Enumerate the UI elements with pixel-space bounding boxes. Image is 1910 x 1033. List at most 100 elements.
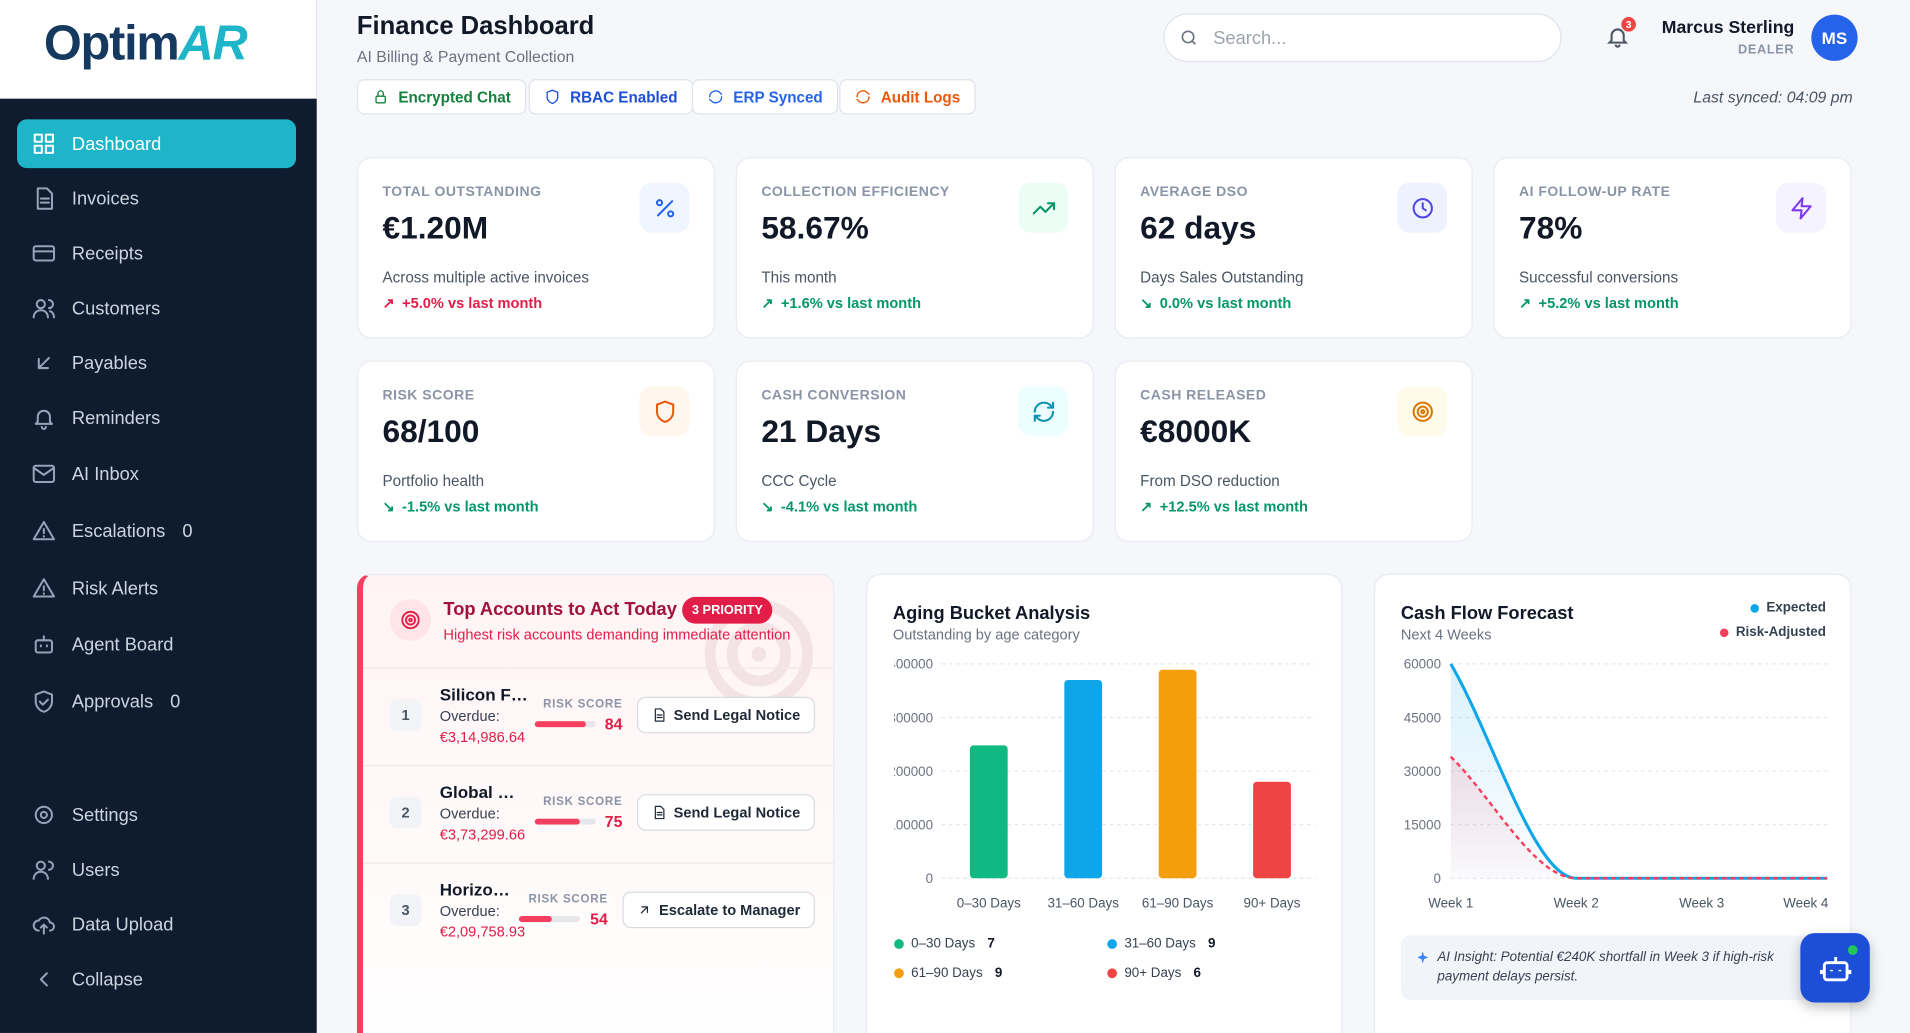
nav-item[interactable]: Customers: [17, 284, 296, 333]
risk-track: [534, 817, 596, 825]
ai-insight: AI Insight: Potential €240K shortfall in…: [1400, 935, 1837, 1001]
avatar[interactable]: MS: [1811, 14, 1858, 61]
x-tick-label: 0–30 Days: [957, 895, 1021, 910]
legend-count: 9: [1208, 936, 1216, 952]
nav-item[interactable]: Risk Alerts: [17, 564, 296, 613]
search-icon: [1181, 30, 1196, 45]
row-separator: [362, 862, 834, 864]
logo-accent: AR: [178, 17, 248, 71]
kpi-card: CASH CONVERSION 21 Days CCC Cycle ↘ -4.1% vs…: [735, 360, 1094, 543]
risk-score-value: 75: [604, 811, 623, 831]
x-tick-label: 31–60 Days: [1048, 895, 1120, 910]
kpi-change: ↘ 0.0% vs last month: [1140, 294, 1292, 312]
security-badge[interactable]: Audit Logs: [839, 79, 977, 115]
kpi-value: 78%: [1518, 209, 1583, 247]
legend-item: Risk-Adjusted: [1720, 625, 1826, 640]
nav-label: Dashboard: [71, 133, 162, 155]
kpi-card: AVERAGE DSO 62 days Days Sales Outstanding…: [1114, 157, 1473, 339]
kpi-change: ↘ -1.5% vs last month: [382, 498, 539, 516]
cashflow-subtitle: Next 4 Weeks: [1400, 626, 1492, 644]
chatbot-button[interactable]: [1800, 933, 1870, 1003]
kpi-icon: [1776, 182, 1826, 233]
nav-item[interactable]: Users: [17, 845, 296, 894]
cashflow-chart: 0 15000 30000 45000 60000 Week 1 Week 2 Week 3 W…: [1404, 657, 1829, 911]
action-button[interactable]: Send Legal Notice: [637, 794, 815, 831]
aging-subtitle: Outstanding by age category: [892, 626, 1080, 644]
kpi-icon: [639, 386, 690, 437]
notifications[interactable]: 3: [1605, 17, 1636, 51]
kpi-value: €8000K: [1140, 412, 1252, 450]
bell-icon: [1607, 28, 1629, 48]
accounts-subtitle: Highest risk accounts demanding immediat…: [443, 626, 791, 644]
kpi-card: AI FOLLOW-UP RATE 78% Successful conversio…: [1493, 157, 1852, 339]
nav-item[interactable]: Data Upload: [17, 900, 296, 949]
kpi-icon: [1018, 182, 1069, 233]
nav-item[interactable]: Escalations 0: [17, 507, 296, 556]
kpi-card: TOTAL OUTSTANDING €1.20M Across multiple a…: [356, 157, 716, 339]
nav-item[interactable]: Dashboard: [17, 119, 297, 169]
security-badge[interactable]: Encrypted Chat: [356, 79, 527, 115]
security-badge[interactable]: ERP Synced: [691, 79, 839, 115]
nav-label: Approvals: [71, 691, 154, 712]
badge-label: Audit Logs: [880, 88, 961, 106]
top-accounts-panel: Top Accounts to Act Today 3 PRIORITY Hig…: [356, 573, 835, 1033]
nav-item[interactable]: Settings: [17, 791, 296, 840]
security-badge[interactable]: RBAC Enabled: [528, 79, 694, 115]
user-role: DEALER: [1738, 42, 1795, 58]
y-tick-label: 300000: [888, 710, 933, 725]
overdue-label: Overdue:: [439, 902, 500, 920]
x-tick-label: Week 4: [1783, 895, 1829, 910]
kpi-note: This month: [761, 269, 837, 287]
risk-track: [534, 720, 596, 727]
risk-track: [519, 915, 581, 922]
row-separator: [362, 667, 834, 669]
kpi-label: TOTAL OUTSTANDING: [382, 185, 542, 200]
nav-item[interactable]: Reminders: [17, 393, 296, 442]
legend-item: 61–90 Days 9: [894, 966, 1002, 981]
account-row: 3 Horizo… Overdue: €2,09,758.93 RISK SCORE 54…: [363, 869, 815, 954]
kpi-value: €1.20M: [382, 209, 489, 247]
nav-item[interactable]: Receipts: [17, 229, 296, 278]
kpi-value: 68/100: [382, 412, 480, 450]
nav-item[interactable]: Invoices: [17, 174, 296, 223]
account-name: Global …: [439, 782, 515, 802]
kpi-change-text: -4.1% vs last month: [780, 498, 918, 516]
nav-item[interactable]: Collapse: [17, 955, 296, 1004]
overdue-label: Overdue:: [439, 805, 500, 823]
nav-item[interactable]: Payables: [17, 339, 296, 388]
legend-item: 0–30 Days 7: [894, 936, 995, 952]
nav-item[interactable]: AI Inbox: [17, 449, 296, 498]
risk-bar-row: 84: [534, 714, 622, 733]
legend-count: 7: [987, 936, 995, 952]
y-tick-label: 100000: [888, 818, 933, 833]
kpi-note: From DSO reduction: [1140, 472, 1280, 490]
insight-text: AI Insight: Potential €240K shortfall in…: [1437, 950, 1774, 985]
kpi-change-text: +1.6% vs last month: [780, 294, 922, 312]
kpi-note: Successful conversions: [1518, 269, 1679, 287]
kpi-change-text: +5.0% vs last month: [402, 294, 543, 312]
nav-label: AI Inbox: [71, 463, 139, 485]
legend-label: 0–30 Days: [911, 936, 976, 952]
legend-item: Expected: [1750, 601, 1826, 615]
kpi-icon: [1397, 182, 1448, 233]
nav-label: Data Upload: [71, 914, 174, 935]
overdue-amount: €3,14,986.64: [439, 728, 526, 746]
bar: [1158, 669, 1197, 879]
account-actions: RISK SCORE 75 Send Legal Notice: [534, 794, 815, 831]
kpi-value: 21 Days: [761, 412, 882, 450]
nav-item[interactable]: Agent Board: [17, 620, 296, 669]
kpi-note: Across multiple active invoices: [382, 269, 589, 287]
risk-score-label: RISK SCORE: [543, 794, 623, 809]
logo-text: OptimAR: [44, 17, 248, 72]
nav-label: Reminders: [71, 407, 161, 429]
nav-item[interactable]: Approvals 0: [17, 677, 296, 726]
action-button[interactable]: Escalate to Manager: [622, 891, 815, 929]
sparkle-icon: [1417, 951, 1429, 964]
search-box[interactable]: Search...: [1163, 13, 1562, 63]
risk-bar-row: 75: [534, 812, 622, 830]
action-button[interactable]: Send Legal Notice: [637, 696, 815, 734]
risk-score-label: RISK SCORE: [543, 697, 623, 711]
rank: 2: [389, 796, 422, 829]
account-row: 2 Global … Overdue: €3,73,299.66 RISK SCORE 7…: [363, 771, 815, 856]
